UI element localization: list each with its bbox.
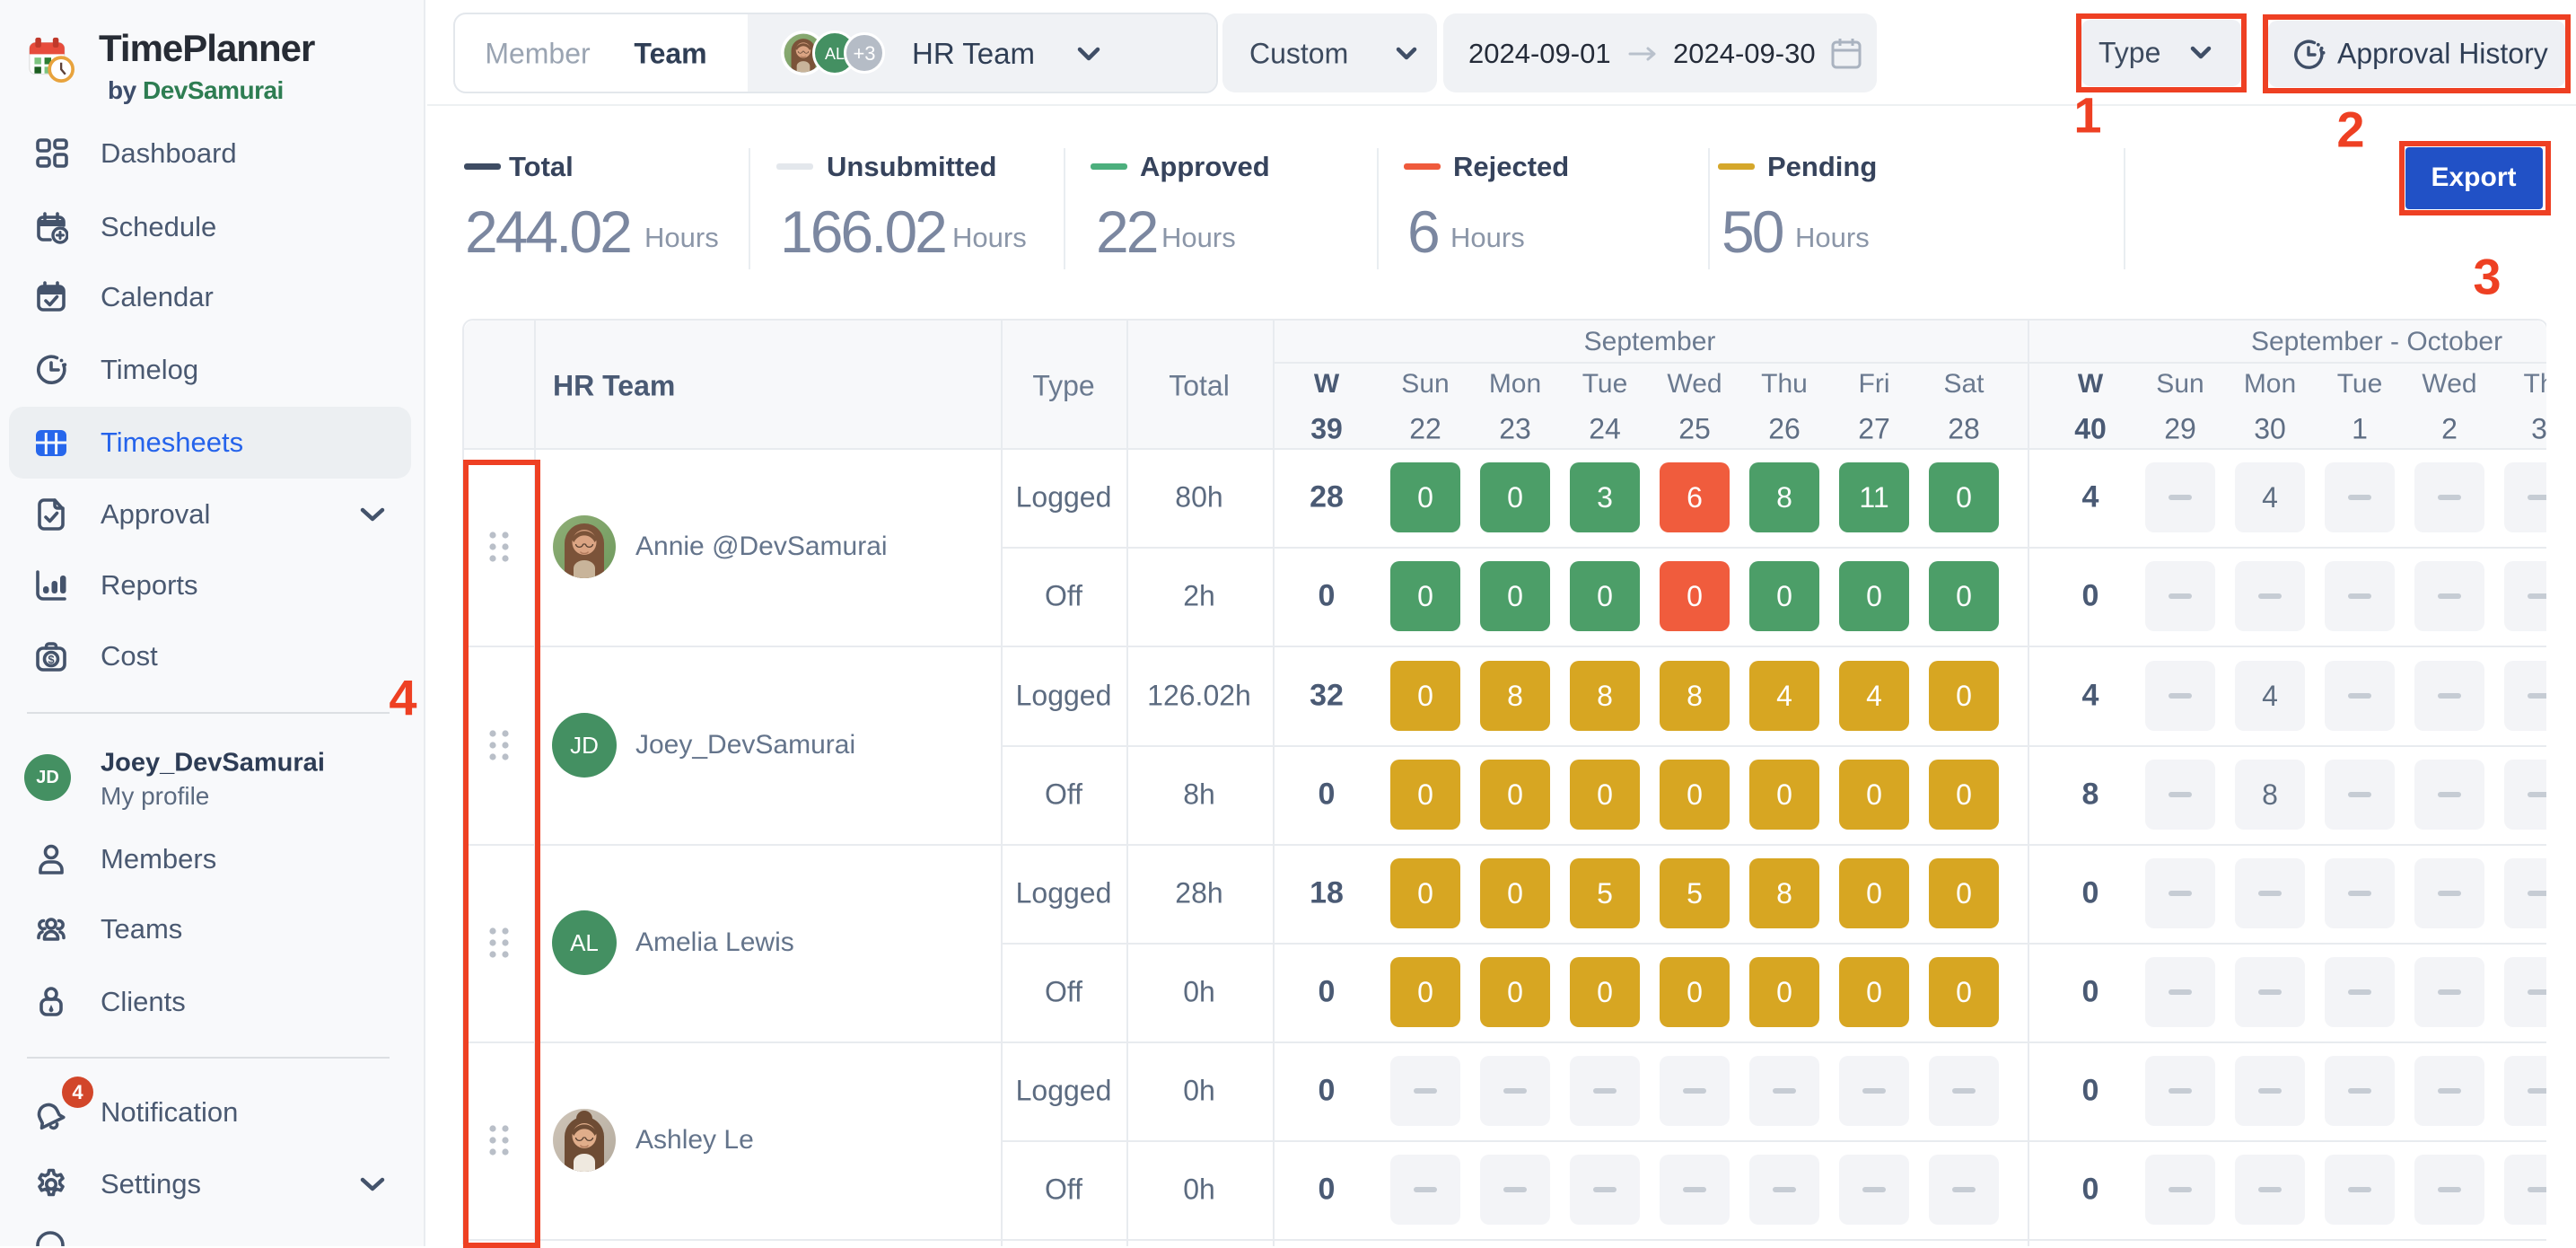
svg-text:$: $: [48, 653, 55, 666]
svg-text:AL: AL: [825, 45, 845, 63]
svg-text:+3: +3: [853, 42, 875, 65]
